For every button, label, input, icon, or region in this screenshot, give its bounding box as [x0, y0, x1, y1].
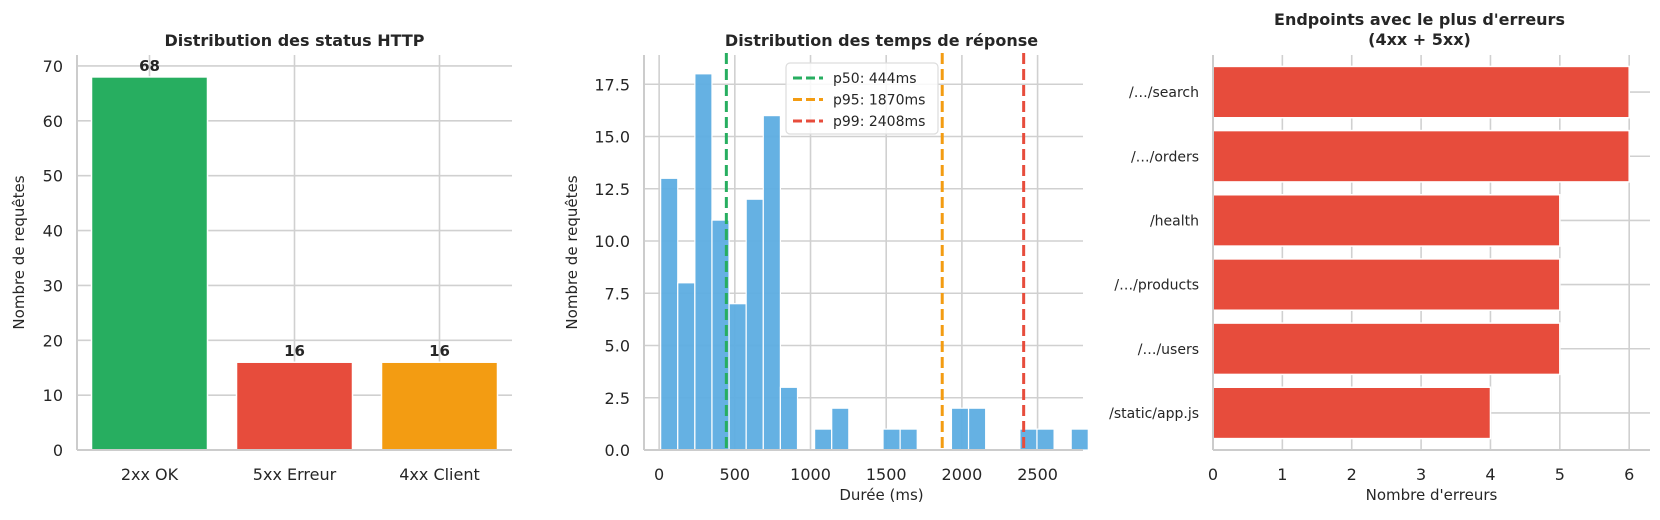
endpoint-label: /…/products [1114, 278, 1199, 294]
histogram-bin [762, 115, 781, 451]
histogram-bin [967, 407, 987, 451]
x-tick-label: 0 [654, 465, 664, 484]
bar-4xx-client [380, 361, 499, 451]
y-tick-label: 15.0 [594, 128, 630, 147]
histogram-bin [899, 428, 918, 451]
endpoint-bar [1212, 386, 1492, 440]
histogram-bin [1070, 428, 1089, 451]
histogram-bin [660, 177, 679, 451]
y-tick-label: 30 [43, 276, 63, 295]
x-tick-label: 5 [1555, 465, 1565, 484]
chart-title: (4xx + 5xx) [1368, 30, 1471, 49]
chart-title: Endpoints avec le plus d'erreurs [1274, 10, 1565, 29]
legend-label: p95: 1870ms [833, 93, 925, 109]
y-axis-label: Nombre de requêtes [10, 175, 28, 329]
histogram-bin [950, 407, 970, 451]
x-category-label: 5xx Erreur [253, 465, 337, 484]
endpoint-label: /…/users [1138, 342, 1199, 358]
histogram-bin [779, 386, 799, 451]
x-category-label: 4xx Client [399, 465, 480, 484]
bar-value-label: 16 [284, 342, 305, 360]
legend-box [785, 62, 939, 135]
legend-label: p50: 444ms [833, 71, 917, 87]
y-tick-label: 70 [43, 57, 63, 76]
status-chart: 0 10 20 30 40 50 60 70 68 2xx OK 16 5xx Erreur 16 4xx… [10, 31, 512, 484]
y-tick-label: 17.5 [594, 75, 630, 94]
y-tick-label: 12.5 [594, 180, 630, 199]
x-tick-label: 1000 [790, 465, 831, 484]
endpoint-label: /static/app.js [1109, 406, 1199, 422]
x-tick-label: 6 [1624, 465, 1634, 484]
legend: p50: 444ms p95: 1870ms p99: 2408ms [785, 62, 939, 135]
endpoint-bar [1212, 65, 1630, 119]
bar-2xx-ok [90, 76, 209, 451]
y-tick-label: 10 [43, 386, 63, 405]
endpoint-bar [1212, 194, 1561, 247]
endpoint-bar [1212, 322, 1561, 376]
endpoint-label: /…/search [1129, 85, 1199, 101]
y-tick-label: 10.0 [594, 232, 630, 251]
y-tick-label: 5.0 [605, 337, 630, 356]
bar-5xx-erreur [235, 361, 354, 451]
x-category-label: 2xx OK [121, 465, 179, 484]
x-tick-label: 0 [1208, 465, 1218, 484]
y-tick-label: 0 [53, 441, 63, 460]
legend-label: p99: 2408ms [833, 114, 925, 130]
bar-value-label: 16 [429, 342, 450, 360]
y-tick-label: 60 [43, 112, 63, 131]
x-tick-label: 2500 [1017, 465, 1058, 484]
y-tick-label: 40 [43, 222, 63, 241]
y-tick-label: 50 [43, 167, 63, 186]
histogram-bin [745, 198, 764, 451]
x-tick-label: 500 [720, 465, 751, 484]
x-axis-label: Nombre d'erreurs [1366, 486, 1498, 504]
y-tick-label: 0.0 [605, 441, 630, 460]
y-tick-label: 2.5 [605, 389, 630, 408]
endpoint-errors-chart: 0 1 2 3 4 5 6 /…/search /…/orders/health /…/produ… [1109, 10, 1650, 504]
x-tick-label: 3 [1416, 465, 1426, 484]
x-tick-label: 1500 [866, 465, 907, 484]
response-time-histogram: 0.0 2.5 5.0 7.5 10.0 12.5 15.0 17.5 0 500 1000 1500… [563, 31, 1089, 504]
histogram-bin [694, 73, 713, 451]
y-tick-label: 7.5 [605, 284, 630, 303]
x-tick-label: 4 [1485, 465, 1495, 484]
endpoint-label: /…/orders [1131, 149, 1199, 165]
x-axis-label: Durée (ms) [839, 486, 923, 504]
x-tick-label: 1 [1277, 465, 1287, 484]
bar-value-label: 68 [139, 57, 160, 75]
x-tick-label: 2000 [942, 465, 983, 484]
histogram-bin [728, 303, 747, 451]
histogram-bin [1036, 428, 1055, 451]
endpoint-bar [1212, 129, 1630, 183]
histogram-bin [814, 428, 833, 451]
chart-title: Distribution des temps de réponse [725, 31, 1038, 50]
histogram-bin [677, 282, 696, 451]
endpoint-bar [1212, 258, 1561, 311]
y-axis-label: Nombre de requêtes [563, 175, 581, 329]
x-tick-label: 2 [1347, 465, 1357, 484]
y-tick-label: 20 [43, 331, 63, 350]
histogram-bin [831, 407, 850, 451]
endpoint-label: /health [1150, 213, 1199, 229]
histogram-bin [882, 428, 901, 451]
chart-title: Distribution des status HTTP [164, 31, 424, 50]
